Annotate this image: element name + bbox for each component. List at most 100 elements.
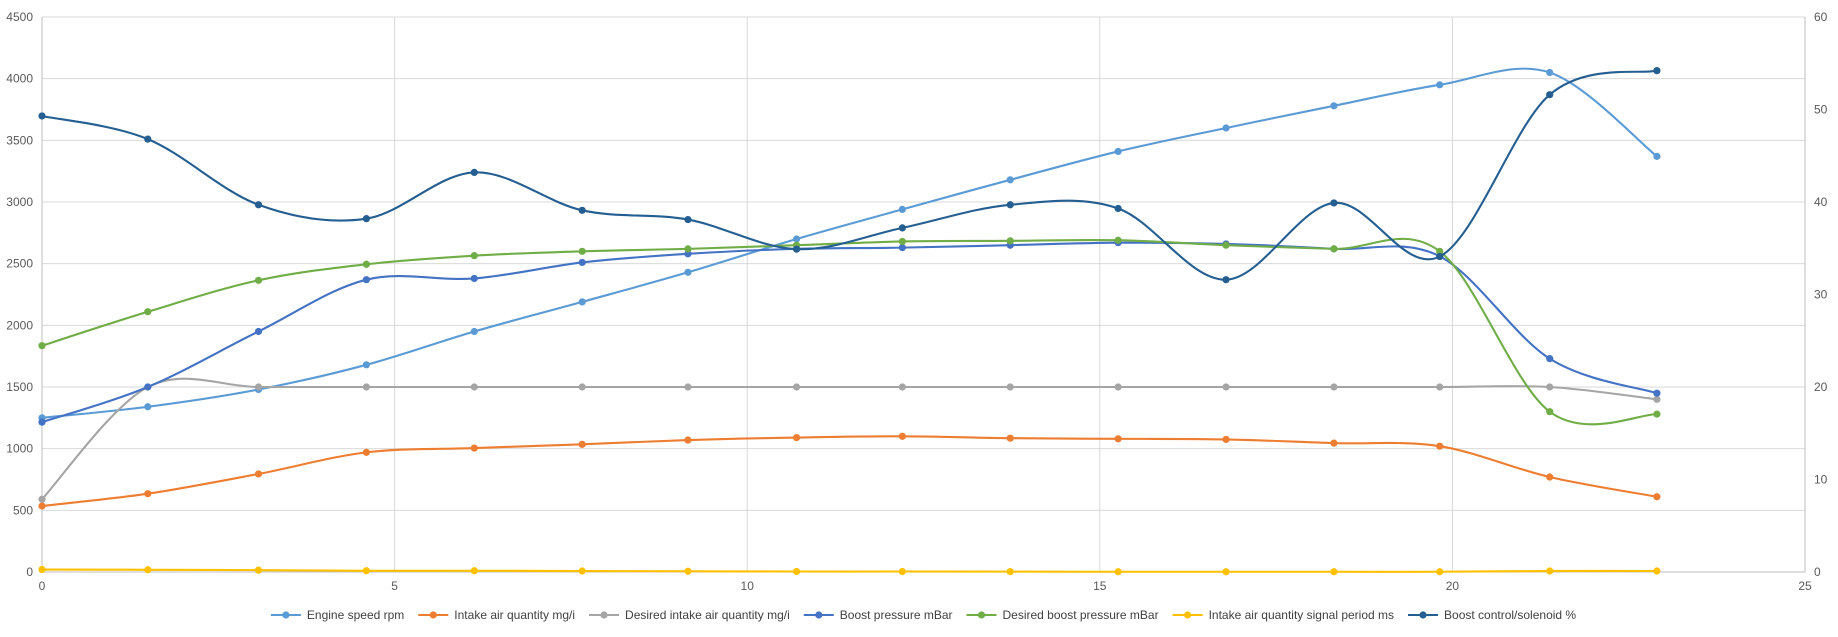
series-3 xyxy=(38,239,1661,426)
y-left-tick-label: 4500 xyxy=(6,10,33,24)
data-point xyxy=(898,237,906,246)
x-tick-label: 5 xyxy=(391,579,398,593)
data-point xyxy=(1330,383,1338,391)
legend-item: Boost control/solenoid % xyxy=(1408,608,1576,622)
data-point xyxy=(144,403,152,411)
series-line xyxy=(41,67,1658,419)
data-point xyxy=(1653,567,1661,575)
data-point xyxy=(362,215,370,223)
legend-item: Boost pressure mBar xyxy=(803,608,953,622)
data-point xyxy=(362,567,370,575)
data-point xyxy=(144,566,152,574)
x-tick-label: 25 xyxy=(1798,579,1812,593)
y-right-tick-label: 20 xyxy=(1814,380,1828,394)
data-point xyxy=(792,383,801,391)
data-point xyxy=(1436,383,1444,391)
data-point xyxy=(898,205,906,213)
data-point xyxy=(470,168,478,176)
data-point xyxy=(1546,383,1554,391)
data-point xyxy=(1436,442,1444,450)
data-point xyxy=(470,274,478,283)
data-point xyxy=(684,215,692,224)
data-point xyxy=(1653,410,1661,418)
data-point xyxy=(1330,245,1338,253)
y-left-tick-label: 0 xyxy=(26,565,33,579)
data-point xyxy=(1114,236,1122,244)
data-point xyxy=(792,433,801,442)
y-left-tick-label: 3000 xyxy=(6,195,33,209)
legend-label: Intake air quantity signal period ms xyxy=(1209,608,1394,622)
data-point xyxy=(1546,408,1554,416)
legend-swatch-marker xyxy=(815,611,823,619)
series-5 xyxy=(38,565,1661,576)
data-point xyxy=(1436,81,1444,89)
series-line xyxy=(41,241,1658,424)
data-point xyxy=(1114,147,1122,156)
data-point xyxy=(1546,91,1554,99)
data-point xyxy=(1436,247,1444,255)
data-point xyxy=(684,245,692,253)
data-point xyxy=(38,112,46,120)
data-point xyxy=(38,495,46,503)
series-0 xyxy=(38,67,1661,422)
data-point xyxy=(1006,568,1014,576)
legend-swatch-marker xyxy=(977,611,986,619)
series-1 xyxy=(38,432,1661,510)
data-point xyxy=(1653,395,1661,403)
y-right-tick-label: 50 xyxy=(1814,103,1828,117)
series-line xyxy=(41,69,1658,281)
data-point xyxy=(362,260,370,268)
data-point xyxy=(1546,68,1554,77)
data-point xyxy=(144,135,152,143)
data-point xyxy=(254,276,263,284)
data-point xyxy=(1330,102,1338,110)
y-left-tick-label: 2500 xyxy=(6,257,33,271)
data-point xyxy=(1114,204,1122,213)
legend-swatch-marker xyxy=(1419,611,1427,619)
legend-item: Engine speed rpm xyxy=(270,608,404,622)
y-right-tick-label: 60 xyxy=(1814,10,1828,24)
data-point xyxy=(1222,276,1230,284)
data-point xyxy=(1006,176,1014,184)
data-point xyxy=(254,201,263,209)
data-point xyxy=(38,565,46,574)
series-lines xyxy=(38,67,1661,576)
data-point xyxy=(1114,383,1122,391)
data-point xyxy=(684,436,692,444)
data-point xyxy=(470,327,478,336)
series-line xyxy=(41,435,1658,508)
legend-item: Intake air quantity signal period ms xyxy=(1172,608,1394,622)
data-point xyxy=(1330,439,1338,447)
y-right-tick-label: 10 xyxy=(1814,473,1828,487)
data-point xyxy=(254,327,263,336)
data-point xyxy=(578,258,586,267)
data-point xyxy=(1436,568,1444,576)
data-point xyxy=(1114,568,1122,576)
data-point xyxy=(1222,124,1230,132)
legend-label: Engine speed rpm xyxy=(307,608,404,622)
data-point xyxy=(792,567,801,576)
data-point xyxy=(38,342,46,350)
x-tick-label: 15 xyxy=(1093,579,1107,593)
legend-swatch-marker xyxy=(600,611,608,619)
legend-item: Desired intake air quantity mg/i xyxy=(589,608,790,622)
legend-label: Desired intake air quantity mg/i xyxy=(625,608,790,622)
data-point xyxy=(362,448,370,456)
data-point xyxy=(38,418,46,426)
legend-swatch-marker xyxy=(282,611,290,619)
data-point xyxy=(144,490,152,498)
x-tick-label: 0 xyxy=(39,579,46,593)
legend: Engine speed rpm Intake air quantity mg/i… xyxy=(270,608,1576,622)
data-point xyxy=(1114,435,1122,443)
data-point xyxy=(1006,201,1014,209)
data-point xyxy=(1222,568,1230,576)
data-point xyxy=(578,440,586,448)
data-point xyxy=(1222,383,1230,391)
data-point xyxy=(1653,67,1661,75)
series-line xyxy=(41,568,1657,573)
legend-label: Desired boost pressure mBar xyxy=(1003,608,1159,622)
data-point xyxy=(578,383,586,391)
